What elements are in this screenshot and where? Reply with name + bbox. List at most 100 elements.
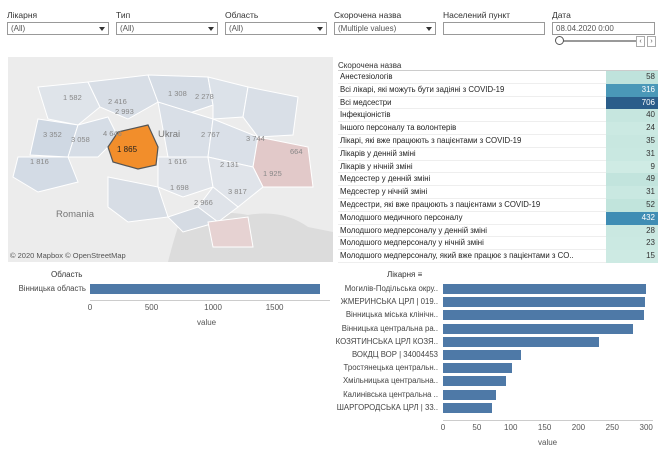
category-label: Вінницька область bbox=[18, 284, 86, 293]
row-name: Медсестер у денній зміні bbox=[340, 174, 431, 184]
table-row[interactable]: Всі лікарі, які можуть бути задіяні з CO… bbox=[338, 83, 658, 97]
bar[interactable] bbox=[443, 310, 644, 321]
row-name: Всі медсестри bbox=[340, 97, 392, 107]
date-slider-track[interactable] bbox=[560, 40, 645, 42]
x-tick-label: 300 bbox=[639, 423, 653, 432]
row-value: 35 bbox=[606, 135, 658, 148]
row-divider bbox=[338, 185, 606, 187]
bar[interactable] bbox=[443, 376, 506, 387]
table-row[interactable]: Молодшого медперсоналу, який вже працює … bbox=[338, 250, 658, 263]
category-label: ВОКДЦ ВОР | 34004453 bbox=[351, 350, 438, 359]
hospital-dropdown[interactable]: (All) bbox=[7, 22, 109, 35]
table-row[interactable]: Лікарів у денній зміні 31 bbox=[338, 147, 658, 161]
table-row[interactable]: Медсестер у нічній зміні 31 bbox=[338, 186, 658, 199]
date-slider-handle[interactable] bbox=[555, 36, 564, 45]
table-row[interactable]: Молодшого медперсоналу у нічній зміні 23 bbox=[338, 237, 658, 251]
row-divider bbox=[338, 159, 606, 161]
table-row[interactable]: Медсестри, які вже працюють з пацієнтами… bbox=[338, 199, 658, 212]
table-row[interactable]: Лікарі, які вже працюють з пацієнтами з … bbox=[338, 135, 658, 148]
settlement-dropdown[interactable] bbox=[443, 22, 545, 35]
table-row[interactable]: Всі медсестри 706 bbox=[338, 96, 658, 110]
row-divider bbox=[338, 133, 606, 135]
table-row[interactable]: Молодшого медперсоналу у денній зміні 28 bbox=[338, 224, 658, 238]
table-row[interactable]: Іншого персоналу та волонтерів 24 bbox=[338, 122, 658, 135]
date-filter: Дата 08.04.2020 0:00 bbox=[552, 10, 655, 35]
map-label: 2 993 bbox=[115, 107, 134, 116]
x-axis-title: value bbox=[197, 318, 217, 327]
row-value: 31 bbox=[606, 186, 658, 199]
map-label: 3 744 bbox=[246, 134, 265, 143]
date-input[interactable]: 08.04.2020 0:00 bbox=[552, 22, 655, 35]
bar[interactable] bbox=[443, 402, 493, 413]
x-tick-label: 200 bbox=[571, 423, 586, 432]
region-filter-label: Область bbox=[225, 10, 259, 20]
bar[interactable] bbox=[443, 363, 513, 374]
region-dropdown[interactable]: (All) bbox=[225, 22, 327, 35]
bar[interactable] bbox=[443, 350, 521, 360]
row-divider bbox=[338, 172, 606, 174]
row-divider bbox=[338, 261, 606, 263]
bar[interactable] bbox=[443, 389, 496, 400]
bar[interactable] bbox=[90, 284, 320, 294]
chevron-down-icon bbox=[426, 27, 432, 31]
date-next-button[interactable]: › bbox=[647, 36, 656, 47]
sort-icon[interactable]: ≡ bbox=[417, 270, 423, 279]
table-row[interactable]: Лікарів у нічній зміні 9 bbox=[338, 160, 658, 174]
row-value: 40 bbox=[606, 109, 658, 123]
row-value: 49 bbox=[606, 173, 658, 187]
short-name-dropdown[interactable]: (Multiple values) bbox=[334, 22, 436, 35]
x-tick-label: 500 bbox=[144, 303, 159, 312]
row-name: Медсестри, які вже працюють з пацієнтами… bbox=[340, 200, 541, 209]
row-value: 28 bbox=[606, 224, 658, 238]
row-value: 24 bbox=[606, 122, 658, 135]
x-tick-label: 1000 bbox=[204, 303, 222, 312]
table-row[interactable]: Анестезіологів 58 bbox=[338, 71, 658, 84]
category-label: Тростянецька центральн.. bbox=[343, 363, 438, 373]
vinnytsia-oblast-shape bbox=[107, 124, 159, 170]
settlement-filter-label: Населений пункт bbox=[443, 10, 511, 20]
row-divider bbox=[338, 146, 606, 148]
map-attribution: © 2020 Mapbox © OpenStreetMap bbox=[10, 251, 126, 260]
table-row[interactable]: Молодшого медичного персоналу 432 bbox=[338, 211, 658, 225]
row-value: 316 bbox=[606, 83, 658, 97]
row-name: Молодшого медичного персоналу bbox=[340, 212, 463, 222]
region-map[interactable]: 1 582 2 416 1 308 2 278 2 993 3 352 3 05… bbox=[8, 57, 333, 262]
category-label: ЖМЕРИНСЬКА ЦРЛ | 019.. bbox=[340, 297, 438, 307]
row-name: Анестезіологів bbox=[340, 72, 393, 81]
row-value: 52 bbox=[606, 199, 658, 212]
row-name: Інфекціоністів bbox=[340, 110, 391, 120]
date-prev-button[interactable]: ‹ bbox=[636, 36, 645, 47]
map-label: 2 131 bbox=[220, 160, 239, 169]
table-header: Скорочена назва bbox=[338, 61, 402, 70]
short-name-filter: Скорочена назва (Multiple values) bbox=[334, 10, 436, 35]
bar[interactable] bbox=[443, 323, 633, 334]
type-filter: Тип (All) bbox=[116, 10, 218, 35]
row-name: Лікарі, які вже працюють з пацієнтами з … bbox=[340, 136, 522, 145]
x-tick-label: 0 bbox=[87, 303, 93, 312]
hospital-chart-title-text: Лікарня bbox=[387, 270, 416, 279]
chevron-down-icon bbox=[317, 27, 323, 31]
hospital-filter-label: Лікарня bbox=[7, 10, 38, 20]
map-label: 664 bbox=[290, 147, 303, 156]
chevron-down-icon bbox=[99, 27, 105, 31]
table-row[interactable]: Інфекціоністів 40 bbox=[338, 109, 658, 123]
row-value: 58 bbox=[606, 71, 658, 84]
map-label: 1 698 bbox=[170, 183, 189, 192]
short-name-dropdown-value: (Multiple values) bbox=[338, 24, 397, 33]
table-header-divider bbox=[338, 70, 658, 71]
region-filter: Область (All) bbox=[225, 10, 327, 35]
bar[interactable] bbox=[443, 297, 645, 308]
country-label-ukraine: Ukrai bbox=[158, 129, 181, 140]
bar[interactable] bbox=[443, 284, 647, 294]
hospital-chart-title: Лікарня ≡ bbox=[387, 270, 422, 279]
table-row[interactable]: Медсестер у денній зміні 49 bbox=[338, 173, 658, 187]
hospital-filter: Лікарня (All) bbox=[7, 10, 109, 35]
bar[interactable] bbox=[443, 336, 599, 347]
x-axis-line bbox=[443, 420, 653, 421]
row-value: 31 bbox=[606, 147, 658, 161]
row-divider bbox=[338, 121, 606, 123]
row-value: 706 bbox=[606, 96, 658, 110]
type-dropdown[interactable]: (All) bbox=[116, 22, 218, 35]
row-divider bbox=[338, 108, 606, 110]
row-value: 432 bbox=[606, 211, 658, 225]
